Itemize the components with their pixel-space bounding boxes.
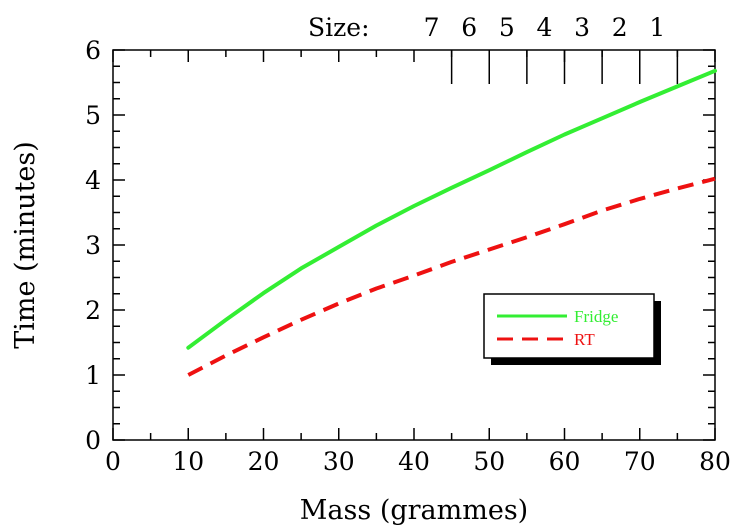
y-tick-label: 0: [85, 426, 101, 455]
series-line-rt: [187, 176, 716, 377]
legend-box: [483, 293, 655, 359]
x-tick-label: 60: [549, 447, 581, 476]
x-tick-label: 0: [105, 447, 121, 476]
y-tick-label: 4: [85, 166, 101, 195]
y-tick-label: 2: [85, 296, 101, 325]
x-tick-label: 30: [323, 447, 355, 476]
y-tick-label: 3: [85, 231, 101, 260]
size-tick-label: 3: [574, 13, 590, 42]
x-tick-label: 70: [624, 447, 656, 476]
y-tick-label: 1: [85, 361, 101, 390]
legend: Fridge RT: [483, 293, 661, 365]
size-axis-title: Size:: [308, 13, 370, 42]
series-line-fridge: [186, 68, 717, 350]
size-tick-label: 2: [612, 13, 628, 42]
series-lines: [186, 68, 717, 377]
y-tick-label: 5: [85, 101, 101, 130]
size-tick-label: 7: [424, 13, 440, 42]
x-tick-label: 50: [473, 447, 505, 476]
size-tick-label: 6: [461, 13, 477, 42]
x-axis-title: Mass (grammes): [300, 495, 528, 526]
size-tick-label: 5: [499, 13, 515, 42]
size-tick-label: 4: [537, 13, 553, 42]
axis-tick-labels: 0 10 20 30 40 50 60 70 80 0 1 2 3 4 5 6: [85, 36, 731, 476]
x-tick-label: 20: [248, 447, 280, 476]
y-axis-title: Time (minutes): [10, 141, 41, 349]
size-tick-label: 1: [649, 13, 665, 42]
x-tick-label: 40: [398, 447, 430, 476]
legend-label-fridge: Fridge: [574, 307, 618, 326]
x-tick-label: 80: [699, 447, 731, 476]
y-tick-label: 6: [85, 36, 101, 65]
legend-label-rt: RT: [574, 330, 595, 349]
x-tick-label: 10: [172, 447, 204, 476]
